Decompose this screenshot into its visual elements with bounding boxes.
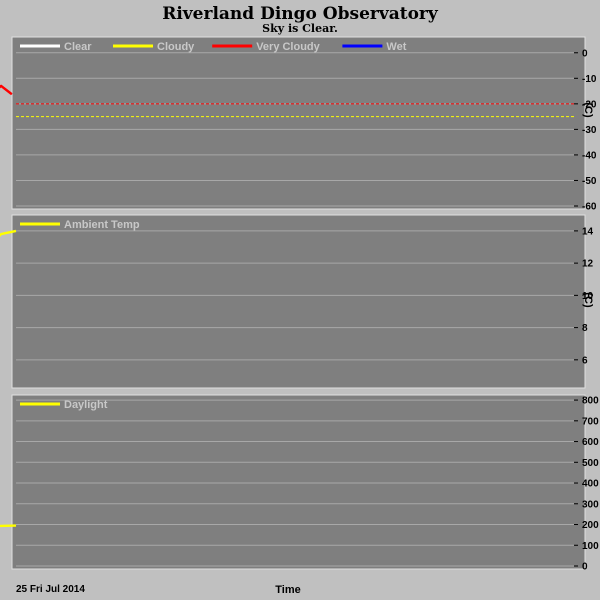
y-tick-label: 8 [582,323,588,334]
y-tick-label: 12 [582,259,594,270]
y-tick-label: -20 [582,99,597,110]
y-tick-label: 6 [582,355,588,366]
y-tick-label: -60 [582,202,597,213]
legend-label: Clear [64,41,92,53]
sky-temp-panel: 0 -10 -20 -30 -40 -50 -60 (C) Clear Cloudy Very Cl… [0,36,597,213]
y-tick-label: 10 [582,291,594,302]
y-tick-label: -40 [582,150,597,161]
plot-area [16,40,574,206]
x-axis-label: Time [275,584,300,596]
y-tick-label: 300 [582,499,599,510]
chart-subtitle: Sky is Clear. [262,22,338,35]
y-tick-label: 800 [582,396,599,407]
y-tick-label: -10 [582,74,597,85]
legend-label: Cloudy [157,41,195,53]
y-tick-label: 600 [582,437,599,448]
legend-label: Daylight [64,399,108,411]
plot-area [16,218,574,384]
legend-label: Wet [386,41,406,53]
plot-area [16,398,574,566]
date-label: 25 Fri Jul 2014 [16,584,85,595]
daylight-panel: 800 700 600 500 400 300 200 100 0 Daylight [0,394,599,573]
y-tick-label: 200 [582,520,599,531]
y-tick-label: -30 [582,125,597,136]
y-tick-label: 700 [582,416,599,427]
y-tick-label: 0 [582,562,588,573]
y-tick-label: 100 [582,541,599,552]
y-axis-label: (C) [582,102,594,118]
y-tick-label: 0 [582,48,588,59]
y-tick-label: 400 [582,479,599,490]
y-axis-label: (C) [582,292,594,308]
legend-label: Ambient Temp [64,219,140,231]
legend-label: Very Cloudy [256,41,320,53]
series-segment [0,84,13,95]
ambient-temp-panel: 14 12 10 8 6 (C) Ambient Temp [0,214,594,389]
chart-title: Riverland Dingo Observatory [162,4,439,24]
y-tick-label: 500 [582,458,599,469]
y-tick-label: -50 [582,176,597,187]
y-tick-label: 14 [582,226,594,237]
